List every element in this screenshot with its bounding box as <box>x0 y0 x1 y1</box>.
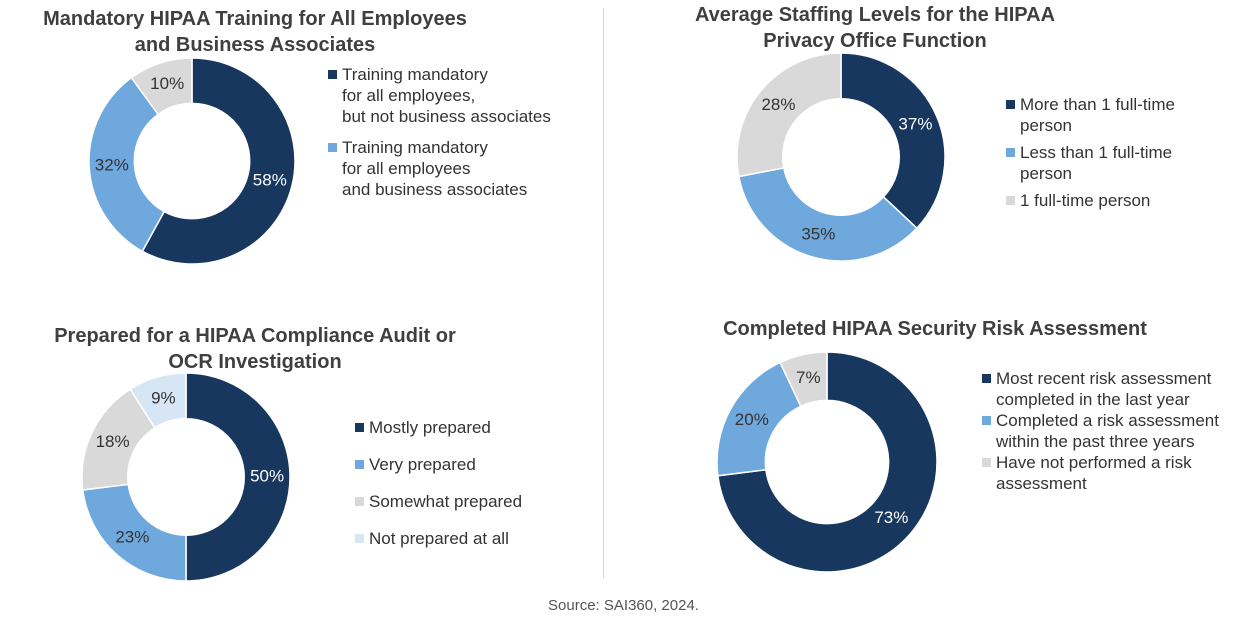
chart3-label-3: 18% <box>96 432 130 451</box>
chart4-slice-1 <box>717 351 938 573</box>
chart4-legend-item: Completed a risk assessment within the pa… <box>982 410 1219 452</box>
chart2-slice-1 <box>840 52 946 230</box>
chart1-title-line1: Mandatory HIPAA Training for All Employe… <box>43 8 467 30</box>
chart2-donut: 37% 35% 28% <box>736 52 946 262</box>
chart3-title-line1: Prepared for a HIPAA Compliance Audit or <box>54 325 456 347</box>
chart2-legend-label: More than 1 full-time <box>1020 95 1175 114</box>
chart4-legend-label: Completed a risk assessment <box>996 411 1219 430</box>
chart1-legend-label: Training mandatory <box>342 65 488 84</box>
vertical-divider <box>603 8 604 578</box>
chart1-legend-item: Training mandatory for all employees and b… <box>328 137 551 200</box>
chart3-legend: Mostly prepared Very prepared Somewhat pre… <box>355 417 522 549</box>
chart3-title: Prepared for a HIPAA Compliance Audit or… <box>0 323 510 375</box>
chart3-legend-label: Very prepared <box>369 455 476 474</box>
chart2-legend-item: More than 1 full-time person <box>1006 94 1175 136</box>
source-note: Source: SAI360, 2024. <box>548 597 699 614</box>
chart1-slice-2 <box>88 76 166 253</box>
chart1-donut: 58% 32% 10% <box>88 57 296 265</box>
chart4-label-1: 73% <box>874 508 908 527</box>
chart3-legend-item: Very prepared <box>355 454 522 475</box>
chart3-legend-swatch <box>355 423 364 432</box>
chart2-legend-swatch <box>1006 100 1015 109</box>
chart1-legend-label: for all employees <box>342 159 471 178</box>
chart3-title-line2: OCR Investigation <box>168 351 342 373</box>
chart4-donut: 73% 20% 7% <box>716 351 938 573</box>
chart2-legend-swatch <box>1006 148 1015 157</box>
chart1-legend-swatch <box>328 143 337 152</box>
chart4-legend-item: Most recent risk assessment completed in … <box>982 368 1219 410</box>
chart1-legend-swatch <box>328 70 337 79</box>
chart4-legend-swatch <box>982 458 991 467</box>
chart3-legend-item: Not prepared at all <box>355 528 522 549</box>
chart2-legend-label: person <box>1020 116 1072 135</box>
chart4-legend-label: completed in the last year <box>996 390 1190 409</box>
chart1-slice-3 <box>130 57 193 116</box>
chart3-legend-swatch <box>355 534 364 543</box>
chart4-label-2: 20% <box>735 410 769 429</box>
chart2-legend-item: Less than 1 full-time person <box>1006 142 1175 184</box>
chart4-legend-label: assessment <box>996 474 1087 493</box>
chart3-donut: 50% 23% 18% 9% <box>81 372 291 582</box>
chart3-legend-swatch <box>355 497 364 506</box>
chart4-legend-label: within the past three years <box>996 432 1195 451</box>
chart3-legend-label: Not prepared at all <box>369 529 509 548</box>
chart2-label-2: 35% <box>801 224 835 243</box>
chart1-label-1: 58% <box>253 170 287 189</box>
chart2-title-line2: Privacy Office Function <box>763 30 987 52</box>
chart4-legend-swatch <box>982 374 991 383</box>
chart1-legend-label: Training mandatory <box>342 138 488 157</box>
chart3-legend-label: Mostly prepared <box>369 418 491 437</box>
chart1-legend-item: Training mandatory for all employees, but … <box>328 64 551 127</box>
chart2-slice-3 <box>736 52 842 178</box>
chart2-legend-swatch <box>1006 196 1015 205</box>
chart4-title-line1: Completed HIPAA Security Risk Assessment <box>723 318 1147 340</box>
chart1-title: Mandatory HIPAA Training for All Employe… <box>0 6 510 58</box>
chart3-slice-4 <box>129 372 187 429</box>
chart4-title: Completed HIPAA Security Risk Assessment <box>660 316 1210 342</box>
chart3-legend-item: Mostly prepared <box>355 417 522 438</box>
chart3-legend-label: Somewhat prepared <box>369 492 523 511</box>
chart2-legend-item: 1 full-time person <box>1006 190 1175 211</box>
chart2-legend: More than 1 full-time person Less than 1 f… <box>1006 94 1175 211</box>
chart3-slice-1 <box>185 372 291 582</box>
chart4-legend-label: Most recent risk assessment <box>996 369 1212 388</box>
chart1-label-3: 10% <box>150 74 184 93</box>
chart2-title-line1: Average Staffing Levels for the HIPAA <box>694 4 1056 26</box>
chart2-slice-2 <box>737 167 918 262</box>
chart3-legend-item: Somewhat prepared <box>355 491 522 512</box>
chart4-legend-label: Have not performed a risk <box>996 453 1192 472</box>
chart2-label-3: 28% <box>761 95 795 114</box>
chart4-legend-swatch <box>982 416 991 425</box>
chart1-slice-1 <box>141 57 296 265</box>
chart2-title: Average Staffing Levels for the HIPAA Pr… <box>620 2 1130 54</box>
chart1-legend: Training mandatory for all employees, but … <box>328 64 551 200</box>
chart4-slice-3 <box>779 351 828 408</box>
chart1-legend-label: and business associates <box>342 180 528 199</box>
chart4-legend-item: Have not performed a risk assessment <box>982 452 1219 494</box>
chart1-legend-label: but not business associates <box>342 107 551 126</box>
chart3-label-1: 50% <box>250 466 284 485</box>
chart2-legend-label: 1 full-time person <box>1020 191 1151 210</box>
chart3-label-4: 9% <box>151 389 176 408</box>
chart4-legend: Most recent risk assessment completed in … <box>982 368 1219 494</box>
chart2-label-1: 37% <box>898 114 932 133</box>
chart2-legend-label: Less than 1 full-time <box>1020 143 1173 162</box>
chart3-label-2: 23% <box>115 527 149 546</box>
chart1-legend-label: for all employees, <box>342 86 476 105</box>
chart1-title-line2: and Business Associates <box>134 34 376 56</box>
chart3-legend-swatch <box>355 460 364 469</box>
chart2-legend-label: person <box>1020 164 1072 183</box>
chart1-label-2: 32% <box>95 156 129 175</box>
chart4-label-3: 7% <box>796 368 821 387</box>
